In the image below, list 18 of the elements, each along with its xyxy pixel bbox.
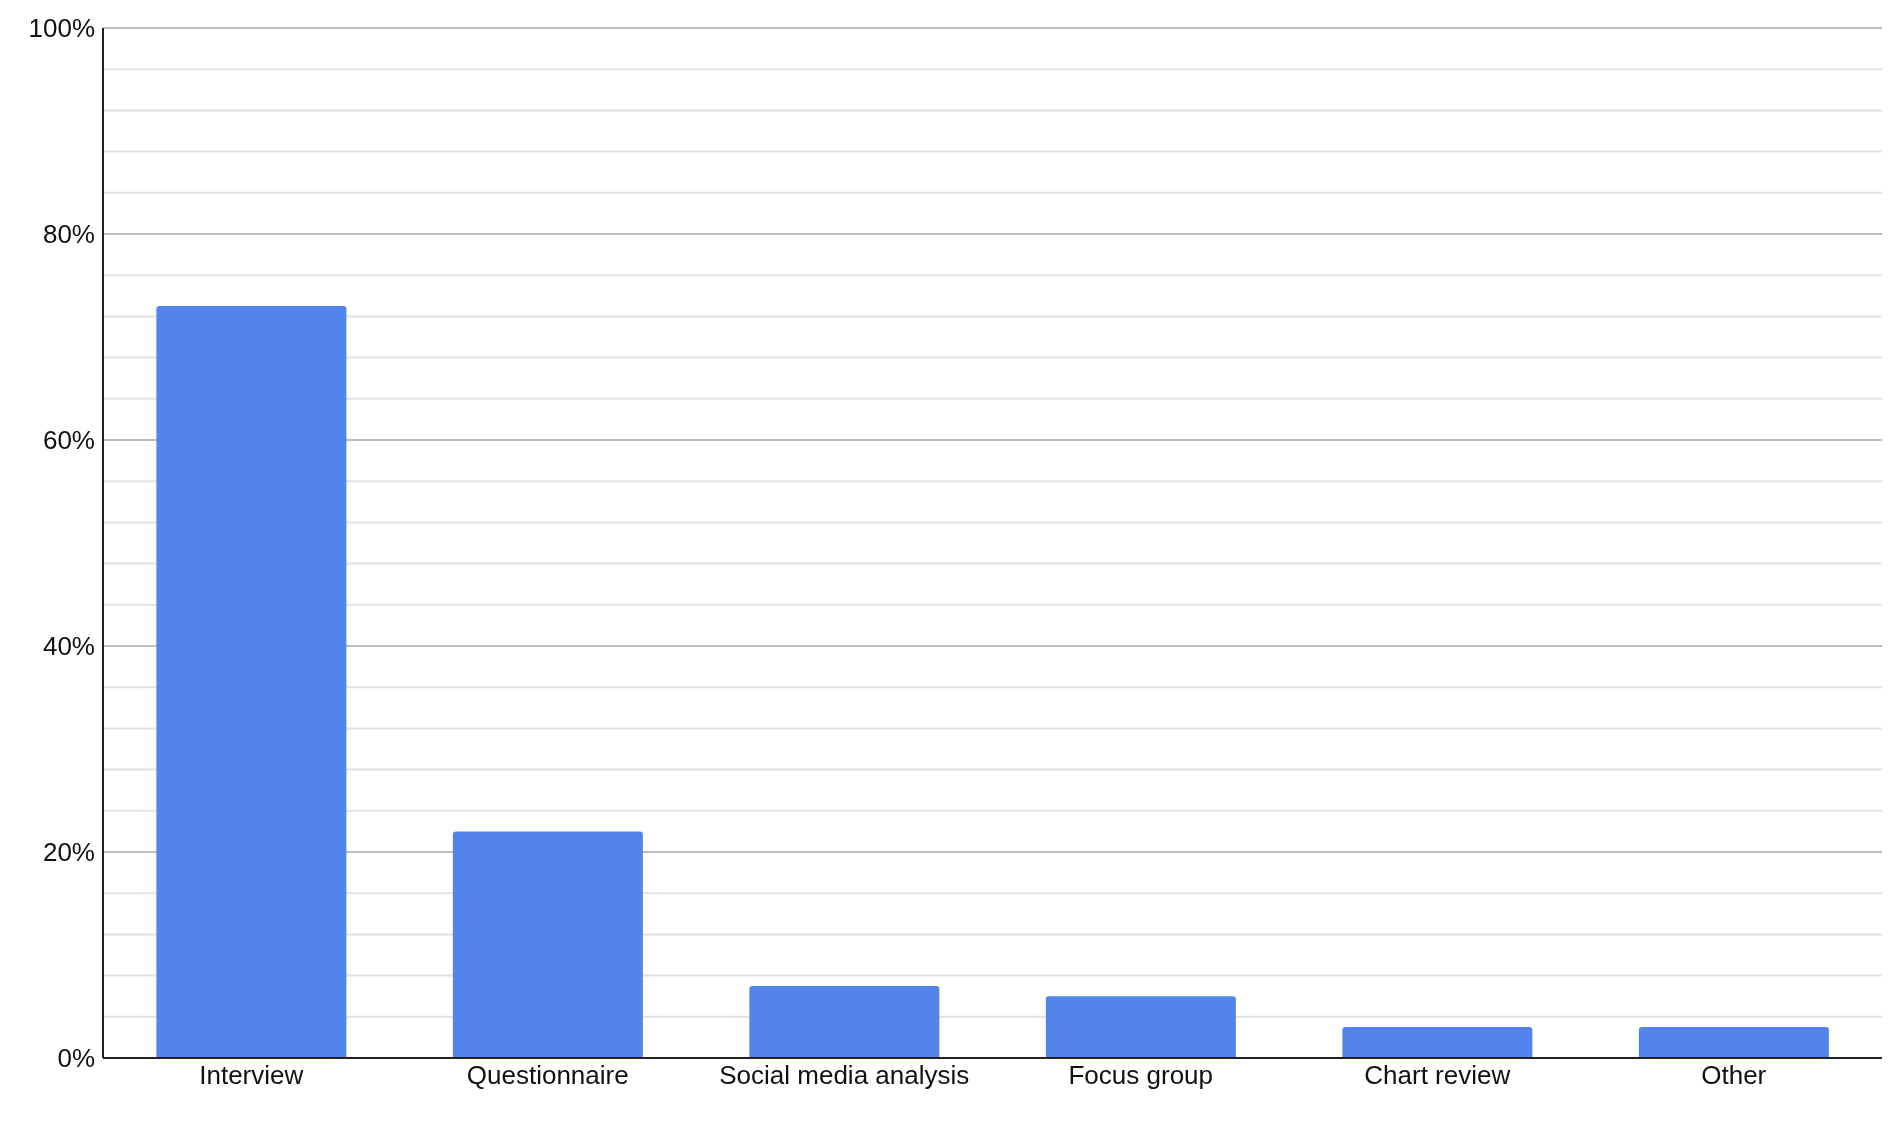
x-tick-label: Social media analysis — [719, 1060, 970, 1091]
x-tick-label: Focus group — [1068, 1060, 1214, 1091]
y-tick-label: 0% — [57, 1043, 95, 1074]
x-tick-label: Other — [1701, 1060, 1767, 1091]
y-tick-label: 20% — [42, 837, 95, 868]
bar — [1045, 996, 1236, 1058]
bar — [1342, 1027, 1533, 1058]
bar — [452, 831, 643, 1058]
y-tick-label: 60% — [42, 425, 95, 456]
bar — [1638, 1027, 1829, 1058]
y-tick-label: 40% — [42, 631, 95, 662]
bar — [749, 985, 940, 1058]
bar — [156, 306, 347, 1058]
y-tick-label: 80% — [42, 219, 95, 250]
x-tick-label: Interview — [199, 1060, 304, 1091]
y-tick-label: 100% — [28, 13, 95, 44]
x-tick-label: Chart review — [1364, 1060, 1511, 1091]
x-tick-label: Questionnaire — [466, 1060, 629, 1091]
